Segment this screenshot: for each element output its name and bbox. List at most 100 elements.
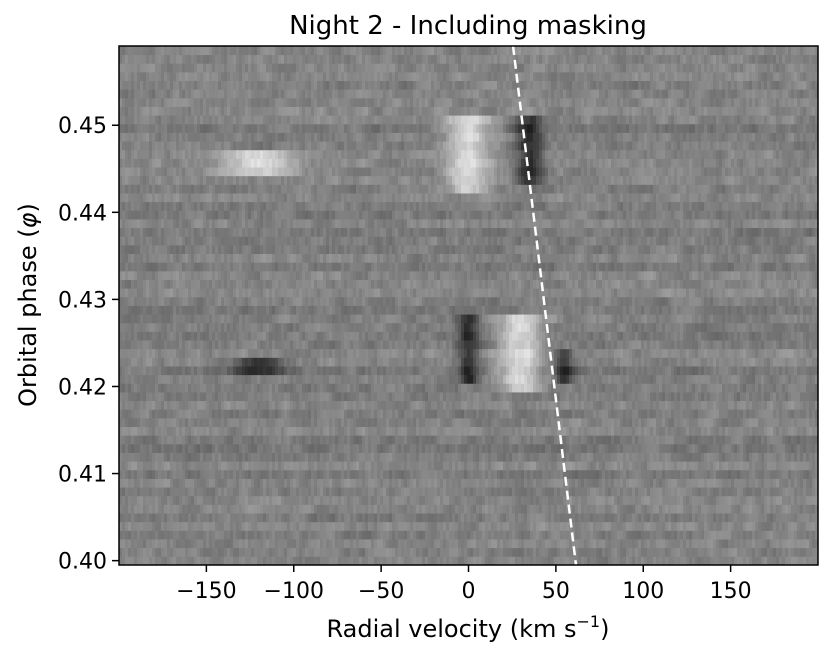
heatmap-cell: [542, 443, 546, 453]
heatmap-cell: [383, 435, 387, 445]
heatmap-cell: [446, 452, 450, 462]
heatmap-cell: [713, 452, 717, 462]
heatmap-cell: [707, 513, 711, 523]
heatmap-cell: [350, 461, 354, 471]
heatmap-cell: [140, 392, 144, 402]
heatmap-cell: [698, 452, 702, 462]
heatmap-cell: [221, 374, 225, 384]
heatmap-cell: [815, 435, 818, 445]
heatmap-cell: [638, 435, 642, 445]
heatmap-cell: [146, 530, 150, 540]
heatmap-cell: [614, 504, 618, 514]
heatmap-cell: [803, 452, 807, 462]
heatmap-cell: [188, 521, 192, 531]
heatmap-cell: [272, 539, 276, 549]
heatmap-cell: [443, 452, 447, 462]
heatmap-cell: [566, 513, 570, 523]
heatmap-cell: [407, 426, 411, 436]
heatmap-cell: [608, 504, 612, 514]
heatmap-cell: [332, 530, 336, 540]
heatmap-cell: [374, 513, 378, 523]
heatmap-cell: [254, 392, 258, 402]
heatmap-cell: [455, 556, 459, 565]
heatmap-cell: [488, 547, 492, 557]
heatmap-cell: [644, 443, 648, 453]
heatmap-cell: [281, 504, 285, 514]
heatmap-cell: [512, 435, 516, 445]
heatmap-cell: [665, 539, 669, 549]
heatmap-cell: [386, 461, 390, 471]
heatmap-cell: [242, 409, 246, 419]
heatmap-cell: [245, 443, 249, 453]
heatmap-cell: [749, 383, 753, 393]
heatmap-cell: [725, 513, 729, 523]
heatmap-cell: [377, 400, 381, 410]
heatmap-cell: [611, 443, 615, 453]
heatmap-cell: [356, 547, 360, 557]
heatmap-cell: [731, 443, 735, 453]
heatmap-cell: [719, 461, 723, 471]
heatmap-cell: [290, 374, 294, 384]
heatmap-cell: [587, 452, 591, 462]
heatmap-cell: [164, 539, 168, 549]
heatmap-cell: [497, 452, 501, 462]
heatmap-cell: [749, 504, 753, 514]
heatmap-cell: [794, 426, 798, 436]
heatmap-cell: [674, 547, 678, 557]
heatmap-cell: [323, 504, 327, 514]
heatmap-cell: [419, 478, 423, 488]
heatmap-cell: [377, 461, 381, 471]
heatmap-cell: [473, 461, 477, 471]
heatmap-cell: [119, 530, 123, 540]
heatmap-cell: [410, 556, 414, 565]
heatmap-cell: [509, 487, 513, 497]
heatmap-cell: [287, 435, 291, 445]
heatmap-cell: [575, 539, 579, 549]
heatmap-cell: [182, 409, 186, 419]
heatmap-cell: [746, 443, 750, 453]
heatmap-cell: [290, 487, 294, 497]
heatmap-cell: [812, 417, 816, 427]
heatmap-cell: [134, 513, 138, 523]
heatmap-cell: [566, 556, 570, 565]
heatmap-cell: [497, 392, 501, 402]
heatmap-cell: [719, 487, 723, 497]
heatmap-cell: [806, 547, 810, 557]
heatmap-cell: [377, 547, 381, 557]
heatmap-cell: [344, 383, 348, 393]
heatmap-cell: [632, 521, 636, 531]
heatmap-cell: [143, 400, 147, 410]
heatmap-cell: [140, 530, 144, 540]
heatmap-cell: [401, 469, 405, 479]
heatmap-cell: [770, 392, 774, 402]
heatmap-cell: [662, 400, 666, 410]
heatmap-cell: [137, 478, 141, 488]
heatmap-cell: [407, 409, 411, 419]
heatmap-cell: [239, 443, 243, 453]
heatmap-cell: [755, 426, 759, 436]
heatmap-cell: [131, 452, 135, 462]
heatmap-cell: [764, 530, 768, 540]
heatmap-cell: [563, 469, 567, 479]
heatmap-cell: [554, 469, 558, 479]
heatmap-cell: [407, 504, 411, 514]
heatmap-cell: [518, 556, 522, 565]
heatmap-cell: [518, 513, 522, 523]
heatmap-cell: [500, 435, 504, 445]
heatmap-cell: [143, 487, 147, 497]
heatmap-cell: [374, 443, 378, 453]
heatmap-cell: [311, 504, 315, 514]
heatmap-cell: [332, 400, 336, 410]
heatmap-cell: [236, 426, 240, 436]
heatmap-cell: [728, 478, 732, 488]
heatmap-cell: [578, 539, 582, 549]
heatmap-cell: [692, 478, 696, 488]
heatmap-cell: [479, 443, 483, 453]
heatmap-cell: [371, 487, 375, 497]
heatmap-cell: [566, 461, 570, 471]
heatmap-cell: [299, 513, 303, 523]
heatmap-cell: [266, 556, 270, 565]
heatmap-cell: [707, 521, 711, 531]
heatmap-cell: [503, 417, 507, 427]
heatmap-cell: [752, 383, 756, 393]
